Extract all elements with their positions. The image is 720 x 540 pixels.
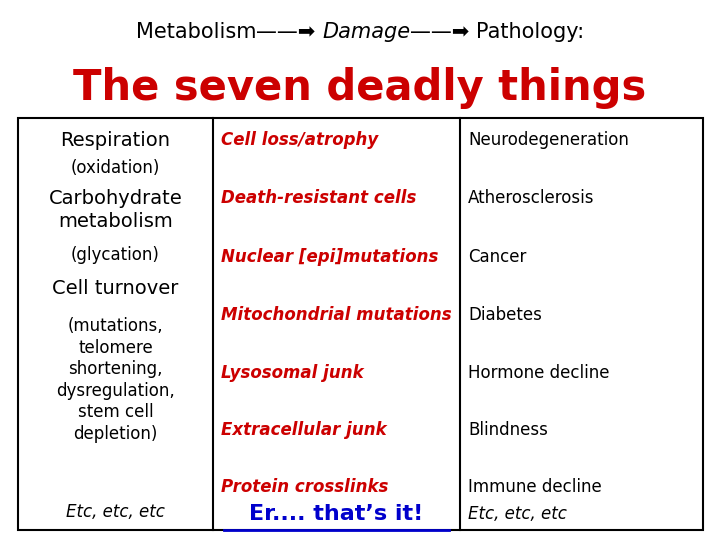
- Text: Mitochondrial mutations: Mitochondrial mutations: [221, 306, 451, 324]
- Text: (oxidation): (oxidation): [71, 159, 160, 177]
- Text: Etc, etc, etc: Etc, etc, etc: [468, 505, 567, 523]
- Text: Lysosomal junk: Lysosomal junk: [221, 364, 364, 382]
- Text: Death-resistant cells: Death-resistant cells: [221, 189, 416, 207]
- Text: (mutations,
telomere
shortening,
dysregulation,
stem cell
depletion): (mutations, telomere shortening, dysregu…: [56, 317, 175, 443]
- Text: Pathology:: Pathology:: [476, 22, 584, 42]
- Text: Damage: Damage: [322, 22, 410, 42]
- Text: Metabolism: Metabolism: [136, 22, 256, 42]
- Text: Nuclear [epi]mutations: Nuclear [epi]mutations: [221, 248, 438, 266]
- Text: The seven deadly things: The seven deadly things: [73, 67, 647, 109]
- Text: Atherosclerosis: Atherosclerosis: [468, 189, 595, 207]
- Text: Cancer: Cancer: [468, 248, 526, 266]
- Text: Blindness: Blindness: [468, 421, 548, 439]
- Text: Diabetes: Diabetes: [468, 306, 542, 324]
- Text: Cell loss/atrophy: Cell loss/atrophy: [221, 131, 378, 149]
- Text: Neurodegeneration: Neurodegeneration: [468, 131, 629, 149]
- Text: Er.... that’s it!: Er.... that’s it!: [249, 504, 423, 524]
- Text: Cell turnover: Cell turnover: [53, 279, 179, 298]
- Text: Protein crosslinks: Protein crosslinks: [221, 478, 388, 496]
- Text: Etc, etc, etc: Etc, etc, etc: [66, 503, 165, 521]
- Text: (glycation): (glycation): [71, 246, 160, 264]
- Text: Immune decline: Immune decline: [468, 478, 602, 496]
- Text: Hormone decline: Hormone decline: [468, 364, 610, 382]
- Text: Respiration: Respiration: [60, 131, 171, 150]
- Text: ——➡: ——➡: [410, 22, 476, 42]
- Text: ——➡: ——➡: [256, 22, 322, 42]
- Text: Extracellular junk: Extracellular junk: [221, 421, 387, 439]
- Text: Carbohydrate
metabolism: Carbohydrate metabolism: [49, 189, 182, 231]
